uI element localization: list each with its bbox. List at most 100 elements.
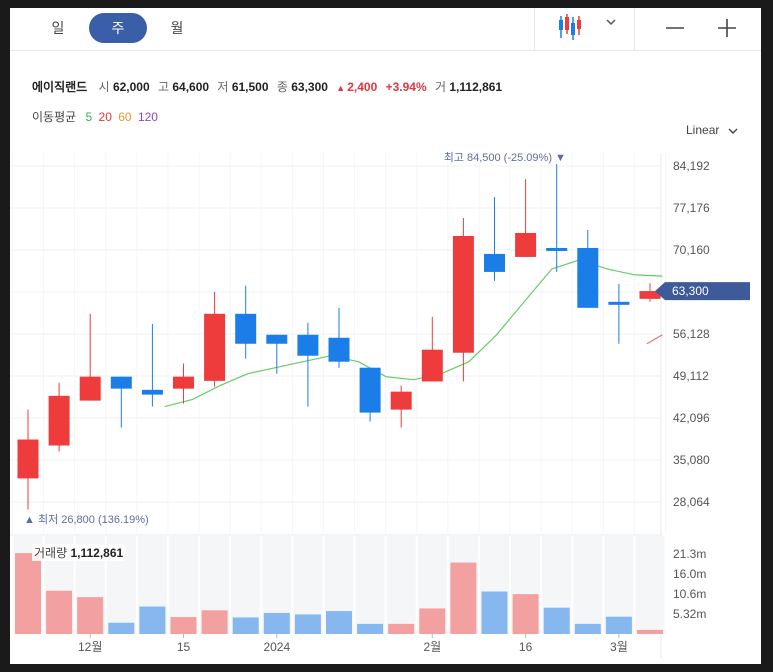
y-tick-label: 35,080: [673, 453, 710, 467]
tab-month[interactable]: 월: [170, 20, 184, 36]
toolbar-divider: [534, 8, 535, 50]
moving-average-legend[interactable]: 이동평균 5 20 60 120: [32, 108, 161, 125]
toolbar-divider: [634, 8, 635, 50]
candle-body: [235, 313, 257, 344]
ma-5: 5: [85, 110, 93, 124]
ma-20: 20: [98, 110, 112, 124]
scale-label: Linear: [686, 123, 720, 137]
volume-tick-label: 16.0m: [673, 567, 706, 581]
current-price-badge: [655, 282, 750, 301]
zoom-out-button[interactable]: [660, 11, 690, 45]
volume-bar: [46, 590, 73, 634]
scale-dropdown[interactable]: Linear: [686, 123, 739, 137]
volume-bar: [543, 607, 570, 634]
candle-body: [639, 291, 661, 299]
volume-bar: [481, 591, 508, 634]
ma20-line: [646, 334, 663, 345]
volume-bar: [139, 606, 166, 634]
y-tick-label: 70,160: [673, 243, 710, 257]
candle-body: [17, 439, 39, 479]
close-label: 종: [276, 80, 288, 94]
candle-body: [452, 235, 474, 353]
chevron-down-icon: [728, 128, 738, 134]
volume-bar: [605, 616, 632, 634]
candle-body: [110, 376, 132, 389]
tab-day[interactable]: 일: [51, 20, 65, 36]
x-tick-label: 12월: [78, 640, 102, 654]
candle-body: [421, 349, 443, 382]
candle-body: [390, 391, 412, 410]
candle-body: [297, 334, 319, 356]
candle-body: [173, 376, 194, 389]
y-tick-label: 77,176: [673, 201, 710, 215]
volume-bar: [574, 623, 601, 634]
x-tick-label: 16: [519, 640, 533, 654]
volume-title: 거래량 1,112,861: [32, 544, 126, 561]
volume-bar: [388, 623, 415, 634]
tab-week[interactable]: 주: [89, 13, 147, 43]
stock-name: 에이직랜드: [32, 80, 88, 94]
volume-bar: [450, 562, 477, 634]
candle-body: [79, 376, 101, 401]
zoom-in-button[interactable]: [712, 11, 742, 45]
current-price-label: 63,300: [672, 284, 709, 298]
ma-60: 60: [118, 110, 132, 124]
volume-bar: [294, 614, 321, 634]
candle-body: [484, 253, 505, 272]
candle-body: [48, 395, 70, 446]
change-arrow-icon: ▲: [336, 83, 346, 93]
y-tick-label: 56,128: [673, 327, 710, 341]
volume-column-bg: [386, 536, 416, 634]
high-value: 64,600: [172, 80, 210, 94]
volume-bar: [170, 617, 197, 634]
candle-body: [546, 247, 568, 251]
change-value: 2,400: [347, 80, 378, 94]
candlestick-icon[interactable]: [554, 11, 588, 45]
volume-tick-label: 21.3m: [673, 547, 706, 561]
volume-tick-label: 5.32m: [673, 607, 706, 621]
ma-120: 120: [137, 110, 158, 124]
volume-bar: [419, 608, 446, 634]
moving-average-label: 이동평균: [32, 110, 77, 124]
volume-column-bg: [635, 536, 665, 634]
change-percent: +3.94%: [385, 80, 427, 94]
volume-title-value: 1,112,861: [70, 546, 124, 560]
volume-column-bg: [573, 536, 603, 634]
toolbar: 일 주 월: [10, 8, 761, 51]
stock-info-row: 에이직랜드 시 62,000 고 64,600 저 61,500 종 63,30…: [32, 78, 507, 95]
y-tick-label: 49,112: [673, 369, 709, 383]
x-tick-label: 2024: [263, 640, 290, 654]
high-label: 고: [157, 80, 170, 94]
high-marker-label: 최고 84,500 (-25.09%) ▼: [444, 151, 566, 164]
volume-bar: [201, 610, 228, 634]
y-tick-label: 28,064: [673, 495, 710, 509]
volume-value: 1,112,861: [449, 80, 503, 94]
volume-bar: [326, 611, 352, 634]
y-tick-label: 84,192: [673, 159, 710, 173]
volume-bar: [232, 617, 259, 634]
volume-label: 거: [434, 80, 447, 94]
candle-body: [608, 301, 630, 305]
candle-body: [515, 232, 537, 257]
volume-column-bg: [355, 536, 385, 634]
price-chart[interactable]: 84,19277,17670,16063,14456,12849,11242,0…: [10, 8, 761, 664]
low-marker-label: ▲ 최저 26,800 (136.19%): [24, 513, 149, 526]
candle-body: [328, 337, 350, 362]
volume-bar: [637, 629, 663, 634]
low-value: 61,500: [231, 80, 269, 94]
volume-bar: [263, 612, 290, 634]
x-tick-label: 3월: [610, 640, 628, 654]
volume-bar: [108, 622, 135, 634]
x-tick-label: 15: [177, 640, 191, 654]
volume-bar: [512, 594, 539, 634]
candle-body: [141, 389, 163, 395]
chart-window: 일 주 월 에이직랜드 시 62: [10, 8, 761, 664]
volume-bar: [357, 623, 384, 634]
y-tick-label: 42,096: [673, 411, 710, 425]
volume-bar: [77, 597, 104, 634]
open-value: 62,000: [112, 80, 150, 94]
low-label: 저: [217, 80, 229, 94]
candle-body: [577, 247, 599, 308]
open-label: 시: [98, 80, 110, 94]
volume-tick-label: 10.6m: [673, 587, 706, 601]
